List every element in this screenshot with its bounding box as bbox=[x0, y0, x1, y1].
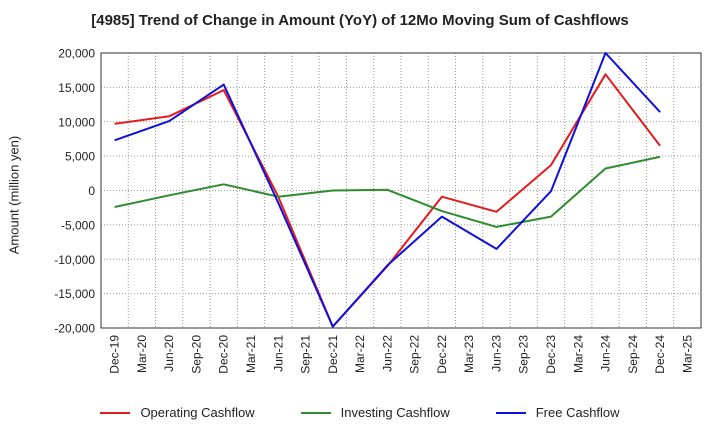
legend-swatch-investing bbox=[300, 411, 331, 414]
legend-item-operating-cashflow: Operating Cashflow bbox=[100, 405, 255, 420]
x-tick-label: Sep-20 bbox=[189, 335, 203, 374]
y-tick-label: 20,000 bbox=[58, 47, 95, 61]
legend-swatch-operating bbox=[100, 411, 131, 414]
series-line-investing-cashflow bbox=[114, 155, 661, 228]
x-tick-label: Dec-19 bbox=[108, 335, 122, 374]
x-tick-label: Dec-24 bbox=[653, 335, 667, 374]
y-tick-label: 10,000 bbox=[58, 115, 95, 129]
x-tick-label: Jun-20 bbox=[162, 335, 176, 372]
legend-label-operating: Operating Cashflow bbox=[140, 405, 255, 420]
x-tick-label: Mar-24 bbox=[571, 335, 585, 373]
x-tick-label: Sep-23 bbox=[517, 335, 531, 374]
legend-label-free: Free Cashflow bbox=[535, 405, 620, 420]
y-tick-label: -5,000 bbox=[61, 218, 95, 232]
y-tick-label: -10,000 bbox=[54, 253, 95, 267]
x-tick-label: Sep-21 bbox=[299, 335, 313, 374]
x-tick-label: Dec-21 bbox=[326, 335, 340, 374]
legend: Operating Cashflow Investing Cashflow Fr… bbox=[0, 405, 720, 420]
series-line-operating-cashflow bbox=[114, 73, 661, 328]
x-tick-label: Mar-25 bbox=[680, 335, 694, 373]
legend-item-investing-cashflow: Investing Cashflow bbox=[300, 405, 450, 420]
x-tick-label: Dec-23 bbox=[544, 335, 558, 374]
series-line-free-cashflow bbox=[114, 52, 661, 328]
chart-title: [4985] Trend of Change in Amount (YoY) o… bbox=[91, 12, 629, 29]
x-tick-label: Jun-23 bbox=[489, 335, 503, 372]
x-tick-label: Jun-24 bbox=[599, 335, 613, 372]
y-tick-label: 15,000 bbox=[58, 81, 95, 95]
x-tick-label: Mar-23 bbox=[462, 335, 476, 373]
x-tick-label: Jun-21 bbox=[271, 335, 285, 372]
x-tick-label: Mar-22 bbox=[353, 335, 367, 373]
legend-item-free-cashflow: Free Cashflow bbox=[495, 405, 620, 420]
x-tick-label: Dec-22 bbox=[435, 335, 449, 374]
legend-label-investing: Investing Cashflow bbox=[340, 405, 450, 420]
plot-frame bbox=[100, 52, 702, 329]
x-tick-label: Mar-20 bbox=[135, 335, 149, 373]
x-tick-label: Dec-20 bbox=[217, 335, 231, 374]
y-tick-label: 5,000 bbox=[65, 150, 95, 164]
y-tick-label: 0 bbox=[88, 184, 95, 198]
y-tick-label: -20,000 bbox=[54, 322, 95, 336]
legend-swatch-free bbox=[495, 411, 526, 414]
x-tick-label: Jun-22 bbox=[380, 335, 394, 372]
x-tick-label: Mar-21 bbox=[244, 335, 258, 373]
y-tick-label: -15,000 bbox=[54, 287, 95, 301]
x-tick-label: Sep-22 bbox=[408, 335, 422, 374]
x-tick-label: Sep-24 bbox=[626, 335, 640, 374]
